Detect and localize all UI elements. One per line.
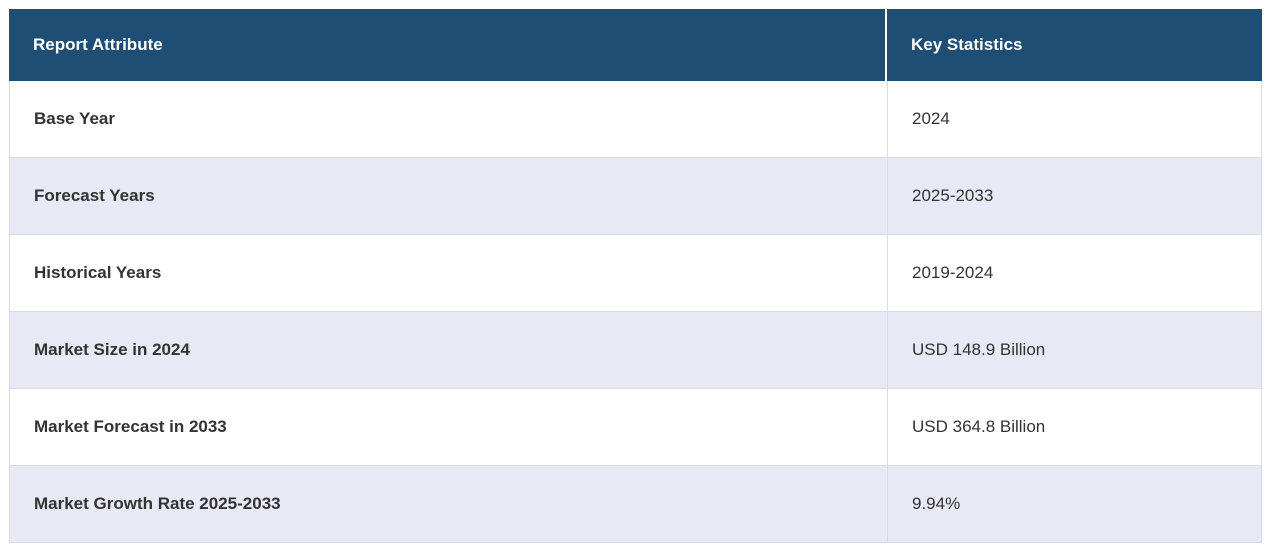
column-header-key-statistics: Key Statistics xyxy=(887,9,1262,81)
value-cell: 9.94% xyxy=(887,466,1262,543)
table-header-row: Report Attribute Key Statistics xyxy=(9,9,1262,81)
value-cell: 2019-2024 xyxy=(887,235,1262,312)
attribute-cell: Base Year xyxy=(9,81,887,158)
table-row-forecast-years: Forecast Years 2025-2033 xyxy=(9,158,1262,235)
attribute-cell: Market Forecast in 2033 xyxy=(9,389,887,466)
table-row-market-size: Market Size in 2024 USD 148.9 Billion xyxy=(9,312,1262,389)
report-summary-table: Report Attribute Key Statistics Base Yea… xyxy=(9,9,1262,543)
value-cell: 2025-2033 xyxy=(887,158,1262,235)
attribute-cell: Historical Years xyxy=(9,235,887,312)
table-row-growth-rate: Market Growth Rate 2025-2033 9.94% xyxy=(9,466,1262,543)
table-row-historical-years: Historical Years 2019-2024 xyxy=(9,235,1262,312)
value-cell: 2024 xyxy=(887,81,1262,158)
column-header-report-attribute: Report Attribute xyxy=(9,9,887,81)
table-row-base-year: Base Year 2024 xyxy=(9,81,1262,158)
attribute-cell: Market Size in 2024 xyxy=(9,312,887,389)
attribute-cell: Forecast Years xyxy=(9,158,887,235)
value-cell: USD 148.9 Billion xyxy=(887,312,1262,389)
table-row-market-forecast: Market Forecast in 2033 USD 364.8 Billio… xyxy=(9,389,1262,466)
value-cell: USD 364.8 Billion xyxy=(887,389,1262,466)
attribute-cell: Market Growth Rate 2025-2033 xyxy=(9,466,887,543)
